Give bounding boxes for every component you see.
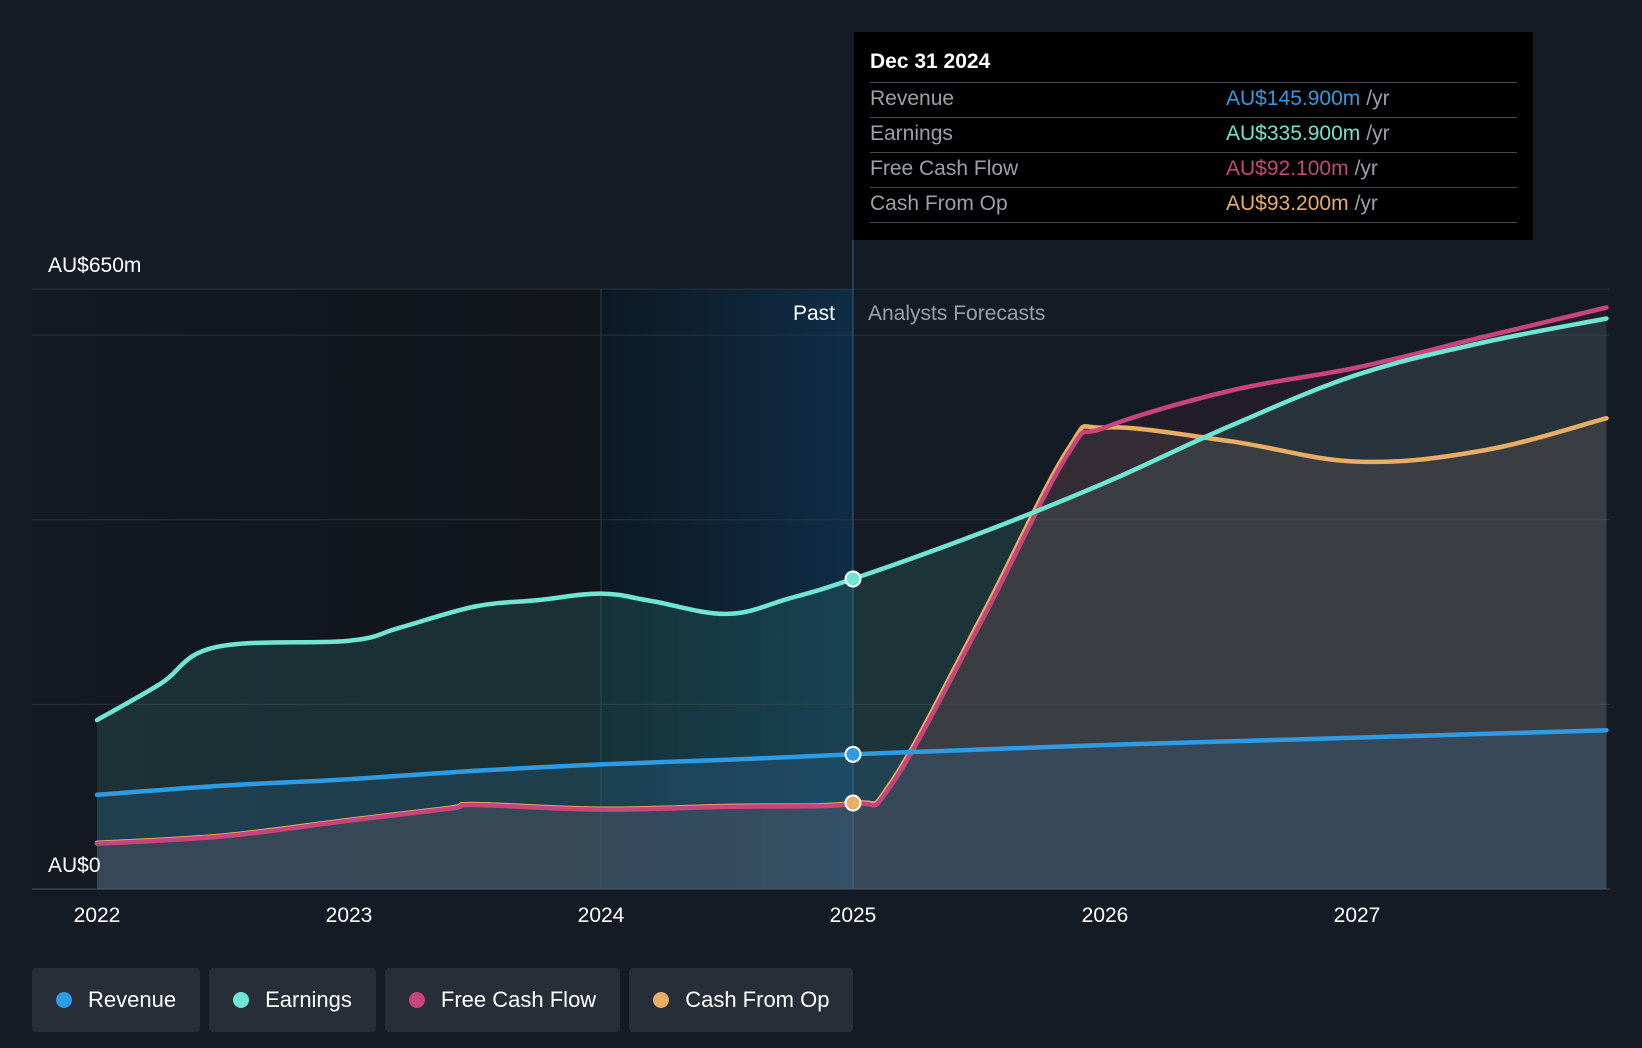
- tooltip-unit: /yr: [1354, 192, 1378, 215]
- x-tick-label: 2025: [830, 904, 877, 927]
- tooltip-value: AU$145.900m: [1226, 87, 1361, 110]
- marker-earnings[interactable]: [844, 570, 862, 588]
- tooltip-date: Dec 31 2024: [870, 50, 991, 73]
- legend-dot-icon: [233, 992, 250, 1008]
- x-tick-label: 2027: [1334, 904, 1381, 927]
- forecast-label: Analysts Forecasts: [868, 302, 1045, 325]
- highlight-band: [601, 289, 853, 889]
- legend-dot-icon: [653, 992, 670, 1008]
- x-tick-label: 2023: [326, 904, 373, 927]
- legend-dot-icon: [408, 992, 425, 1008]
- tooltip-label: Earnings: [870, 122, 953, 145]
- x-tick-label: 2024: [578, 904, 625, 927]
- tooltip-row-free-cash-flow: Free Cash Flow AU$92.100m/yr: [870, 152, 1517, 187]
- legend-dot-icon: [56, 992, 72, 1008]
- tooltip-rows: Revenue AU$145.900m/yr Earnings AU$335.9…: [870, 82, 1517, 223]
- x-tick-label: 2026: [1082, 904, 1129, 927]
- legend-item-free-cash-flow[interactable]: Free Cash Flow: [384, 968, 621, 1032]
- tooltip-unit: /yr: [1366, 87, 1390, 110]
- tooltip-label: Free Cash Flow: [870, 157, 1019, 180]
- marker-cash-from-op[interactable]: [844, 794, 862, 812]
- legend-item-earnings[interactable]: Earnings: [209, 968, 376, 1032]
- tooltip-unit: /yr: [1354, 157, 1378, 180]
- area-free-cash-flow: [97, 307, 1607, 889]
- marker-revenue[interactable]: [844, 745, 862, 763]
- tooltip-unit: /yr: [1366, 122, 1390, 145]
- tooltip-value: AU$93.200m: [1226, 192, 1349, 215]
- tooltip-label: Revenue: [870, 87, 955, 110]
- tooltip-row-earnings: Earnings AU$335.900m/yr: [870, 117, 1517, 152]
- x-tick-label: 2022: [74, 904, 121, 927]
- y-axis-bottom-label: AU$0: [48, 854, 101, 877]
- legend: Revenue Earnings Free Cash Flow Cash Fro…: [32, 968, 854, 1032]
- legend-label: Free Cash Flow: [440, 987, 597, 1012]
- line-earnings: [94, 316, 1609, 723]
- tooltip-value: AU$92.100m: [1226, 157, 1349, 180]
- tooltip-row-revenue: Revenue AU$145.900m/yr: [870, 82, 1517, 117]
- legend-label: Cash From Op: [685, 987, 830, 1012]
- area-cash-from-op: [97, 418, 1607, 889]
- legend-label: Earnings: [265, 987, 352, 1012]
- tooltip: Dec 31 2024 Revenue AU$145.900m/yr Earni…: [854, 32, 1533, 240]
- past-label: Past: [793, 302, 835, 325]
- legend-label: Revenue: [88, 987, 177, 1012]
- tooltip-value: AU$335.900m: [1226, 122, 1361, 145]
- y-axis-top-label: AU$650m: [48, 254, 141, 277]
- tooltip-row-cash-from-op: Cash From Op AU$93.200m/yr: [870, 187, 1517, 223]
- line-free-cash-flow: [94, 305, 1609, 847]
- legend-item-revenue[interactable]: Revenue: [32, 968, 201, 1032]
- tooltip-label: Cash From Op: [870, 192, 1008, 215]
- legend-item-cash-from-op[interactable]: Cash From Op: [629, 968, 854, 1032]
- area-earnings: [97, 318, 1607, 889]
